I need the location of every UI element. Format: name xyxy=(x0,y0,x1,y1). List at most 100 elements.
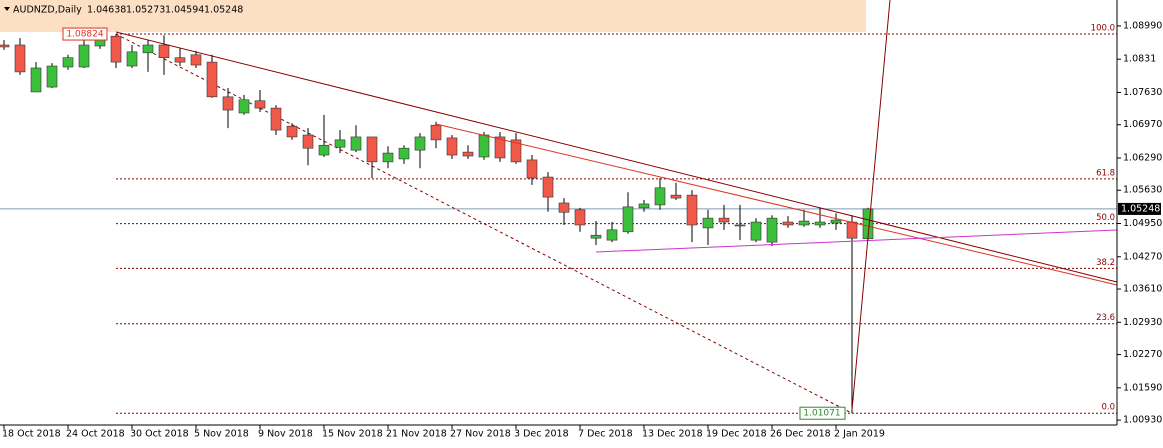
trend-line xyxy=(115,31,1118,283)
candle-body xyxy=(670,194,682,199)
candle-body xyxy=(814,221,826,226)
x-tick-label: 19 Dec 2018 xyxy=(706,429,767,440)
candle-body xyxy=(350,136,362,151)
candle-body xyxy=(142,44,154,54)
candle-body xyxy=(718,217,730,223)
candle-body xyxy=(62,57,74,68)
x-tick-label: 9 Nov 2018 xyxy=(258,429,313,440)
y-tick-label: 1.06290 xyxy=(1123,152,1162,163)
candle-body xyxy=(254,100,266,109)
candle-body xyxy=(126,51,138,67)
low-label: 1.01071 xyxy=(803,409,840,419)
x-tick-label: 26 Dec 2018 xyxy=(770,429,831,440)
x-tick-label: 15 Nov 2018 xyxy=(322,429,383,440)
y-tick-label: 1.03610 xyxy=(1123,284,1162,295)
candle-body xyxy=(46,65,58,88)
header-close: 1.05248 xyxy=(204,5,243,16)
candle-body xyxy=(782,221,794,226)
candle-body xyxy=(638,203,650,209)
candle-body xyxy=(654,187,666,206)
x-tick-label: 27 Nov 2018 xyxy=(450,429,511,440)
candle-body xyxy=(526,159,538,179)
low-label-box xyxy=(799,406,846,420)
candle-body xyxy=(590,234,602,239)
candle-body xyxy=(286,125,298,138)
candle-body xyxy=(190,54,202,66)
candle-body xyxy=(334,139,346,148)
candle-body xyxy=(446,137,458,156)
y-tick-label: 1.08990 xyxy=(1123,20,1162,31)
fib-label: 38.2 xyxy=(1096,258,1115,268)
high-label-box xyxy=(62,27,108,41)
x-tick-label: 5 Nov 2018 xyxy=(194,429,249,440)
candle-body xyxy=(398,147,410,160)
y-tick-label: 1.02270 xyxy=(1123,349,1162,360)
candle-body xyxy=(830,219,842,224)
candle-body xyxy=(302,134,314,149)
trend-line xyxy=(851,0,891,411)
candle-body xyxy=(222,96,234,111)
x-tick-label: 13 Dec 2018 xyxy=(642,429,703,440)
y-tick-label: 1.0831 xyxy=(1123,54,1156,65)
candle-body xyxy=(542,176,554,198)
y-tick-label: 1.04950 xyxy=(1123,218,1162,229)
header-open: 1.04638 xyxy=(87,5,126,16)
y-tick-label: 1.05630 xyxy=(1123,185,1162,196)
x-tick-label: 30 Oct 2018 xyxy=(130,429,189,440)
labels-layer: 1.08824 1.01071 xyxy=(62,27,846,420)
candle-body xyxy=(318,144,330,156)
candle-body xyxy=(158,44,170,59)
candle-body xyxy=(366,136,378,163)
candle-body xyxy=(174,57,186,63)
y-tick-label: 1.00930 xyxy=(1123,415,1162,426)
header-high: 1.05273 xyxy=(126,5,165,16)
candle-body xyxy=(270,107,282,131)
axis-layer: 1.08990 1.0831 1.07630 1.06970 1.06290 1.0563… xyxy=(2,20,1162,439)
candle-body xyxy=(414,136,426,151)
candle-body xyxy=(846,221,858,239)
candle-body xyxy=(462,151,474,157)
candle-body xyxy=(750,221,762,241)
fib-label: 100.0 xyxy=(1091,24,1115,34)
current-price-box xyxy=(1118,202,1161,215)
fib-label: 0.0 xyxy=(1101,403,1115,413)
x-tick-label: 21 Nov 2018 xyxy=(386,429,447,440)
y-tick-label: 1.06970 xyxy=(1123,119,1162,130)
fibonacci-layer: 100.0 61.8 50.0 38.2 23.6 0.0 xyxy=(115,24,1117,414)
header: AUDNZD,Daily 1.04638 1.05273 1.04594 1.0… xyxy=(4,5,243,16)
trend-line xyxy=(595,229,1118,253)
candle-body xyxy=(430,124,442,141)
trend-line xyxy=(435,123,1118,286)
menu-triangle xyxy=(4,7,10,11)
candle-body xyxy=(110,35,122,63)
x-tick-label: 3 Dec 2018 xyxy=(514,429,569,440)
current-price-label: 1.05248 xyxy=(1121,203,1160,214)
candle-body xyxy=(494,136,506,159)
candle-body xyxy=(558,202,570,213)
fib-label: 23.6 xyxy=(1096,313,1115,323)
candle-body xyxy=(478,134,490,158)
candle-body xyxy=(206,61,218,98)
x-tick-label: 2 Jan 2019 xyxy=(834,429,885,440)
candle-body xyxy=(510,139,522,163)
y-tick-label: 1.01590 xyxy=(1123,382,1162,393)
fib-label: 61.8 xyxy=(1096,168,1115,178)
candle-body xyxy=(78,44,90,68)
candle-body xyxy=(574,209,586,226)
candle-body xyxy=(686,194,698,226)
candle-body xyxy=(766,217,778,243)
x-tick-label: 18 Oct 2018 xyxy=(2,429,61,440)
candle-body xyxy=(14,44,26,73)
candle-body xyxy=(606,229,618,241)
candle-body xyxy=(382,152,394,163)
candle-body xyxy=(702,217,714,229)
candle-body xyxy=(734,224,746,227)
fib-label: 50.0 xyxy=(1096,213,1115,223)
candle-body xyxy=(798,220,810,226)
x-tick-label: 7 Dec 2018 xyxy=(578,429,633,440)
trendlines xyxy=(115,0,1118,411)
header-low: 1.04594 xyxy=(165,5,204,16)
zone-rectangle xyxy=(0,0,866,32)
